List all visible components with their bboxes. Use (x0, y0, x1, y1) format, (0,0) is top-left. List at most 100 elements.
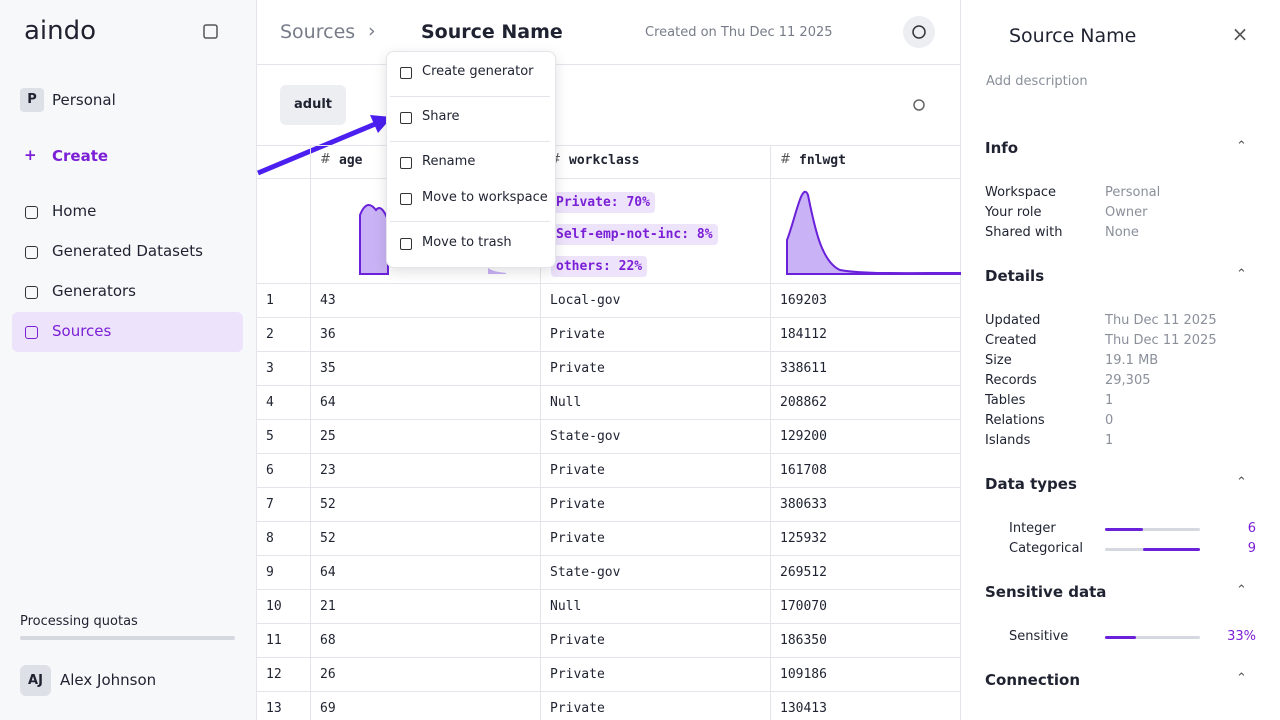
info-label: Updated (985, 313, 1041, 328)
info-label: Your role (985, 205, 1042, 220)
section-title[interactable]: Details (985, 267, 1045, 285)
cell: 170070 (780, 599, 827, 614)
sensitive-track (1105, 636, 1200, 639)
type-label: Integer (1009, 521, 1056, 536)
cell: 12 (266, 667, 282, 682)
type-count: 9 (1247, 541, 1256, 556)
cell: Private (550, 327, 605, 342)
row-line (256, 419, 960, 420)
tab[interactable]: adult (280, 85, 346, 125)
section-title[interactable]: Connection (985, 671, 1081, 689)
search-icon[interactable] (913, 99, 925, 111)
cell: 7 (266, 497, 274, 512)
cell: 26 (320, 667, 336, 682)
header-row-line (256, 178, 960, 179)
logo: aindo (24, 16, 97, 46)
cell: 21 (320, 599, 336, 614)
row-line (256, 691, 960, 692)
user-name[interactable]: Alex Johnson (60, 671, 157, 689)
cell: 13 (266, 701, 282, 716)
row-line (256, 487, 960, 488)
menu-icon (400, 193, 412, 205)
menu-item[interactable]: Move to trash (422, 235, 512, 250)
column-header[interactable]: age (339, 153, 363, 168)
cell: 35 (320, 361, 336, 376)
cell: 25 (320, 429, 336, 444)
cell: Null (550, 395, 582, 410)
info-value: None (1105, 225, 1139, 240)
info-value: Personal (1105, 185, 1161, 200)
section-title[interactable]: Data types (985, 475, 1077, 493)
category-chip: others: 22% (551, 256, 648, 277)
cell: 36 (320, 327, 336, 342)
info-icon (912, 25, 926, 39)
menu (386, 51, 556, 268)
nav-item[interactable]: Generators (52, 282, 136, 300)
sensitive-value: 33% (1227, 629, 1256, 644)
details-panel (960, 0, 1280, 720)
menu-icon (400, 157, 412, 169)
cell: 130413 (780, 701, 827, 716)
row-line (256, 555, 960, 556)
category-chip: Self-emp-not-inc: 8% (551, 224, 718, 245)
section-title[interactable]: Sensitive data (985, 583, 1107, 601)
row-line (256, 317, 960, 318)
info-value: Owner (1105, 205, 1148, 220)
workspace-avatar: P (20, 88, 44, 112)
cell: 8 (266, 531, 274, 546)
panel-description[interactable]: Add description (986, 74, 1088, 89)
nav-icon (25, 326, 38, 339)
section-title[interactable]: Info (985, 139, 1019, 157)
toggle-icon (203, 24, 218, 39)
info-value: 1 (1105, 433, 1114, 448)
header-divider (256, 64, 960, 65)
source-title[interactable]: Source Name (421, 21, 563, 43)
cell: 64 (320, 565, 336, 580)
panel-title: Source Name (1009, 25, 1137, 47)
row-line (256, 351, 960, 352)
row-line (256, 657, 960, 658)
cell: Private (550, 633, 605, 648)
info-button[interactable] (903, 16, 935, 48)
menu-icon (400, 67, 412, 79)
table-top (256, 145, 960, 146)
cell: 338611 (780, 361, 827, 376)
section-chevron[interactable]: ⌃ (1236, 139, 1247, 154)
cell: 2 (266, 327, 274, 342)
column-header[interactable]: fnlwgt (799, 153, 846, 168)
menu-icon (400, 238, 412, 250)
create-button[interactable]: + (24, 146, 37, 164)
cell: 129200 (780, 429, 827, 444)
row-line (256, 283, 960, 284)
close-icon[interactable]: × (1232, 22, 1249, 46)
menu-item[interactable]: Rename (422, 154, 476, 169)
section-chevron[interactable]: ⌃ (1236, 671, 1247, 686)
info-label: Created (985, 333, 1037, 348)
row-line (256, 385, 960, 386)
nav-item[interactable]: Sources (52, 322, 112, 340)
nav-item[interactable]: Home (52, 202, 97, 220)
cell: 169203 (780, 293, 827, 308)
nav-item[interactable]: Generated Datasets (52, 242, 203, 260)
info-label: Records (985, 373, 1037, 388)
cell: Private (550, 531, 605, 546)
breadcrumb[interactable]: Sources (280, 21, 356, 43)
workspace-name[interactable]: Personal (52, 91, 116, 109)
column-header[interactable]: workclass (569, 153, 640, 168)
col-divider (770, 145, 771, 720)
menu-item[interactable]: Create generator (422, 64, 534, 79)
cell: Private (550, 361, 605, 376)
menu-item[interactable]: Share (422, 109, 460, 124)
section-chevron[interactable]: ⌃ (1236, 583, 1247, 598)
column-icon: # (320, 152, 331, 167)
row-line (256, 623, 960, 624)
row-line (256, 521, 960, 522)
menu-item[interactable]: Move to workspace (422, 190, 548, 205)
cell: Null (550, 599, 582, 614)
user-avatar: AJ (20, 665, 51, 696)
create-label[interactable]: Create (52, 147, 109, 165)
sidebar (0, 0, 257, 720)
section-chevron[interactable]: ⌃ (1236, 267, 1247, 282)
section-chevron[interactable]: ⌃ (1236, 475, 1247, 490)
menu-separator (390, 141, 550, 142)
